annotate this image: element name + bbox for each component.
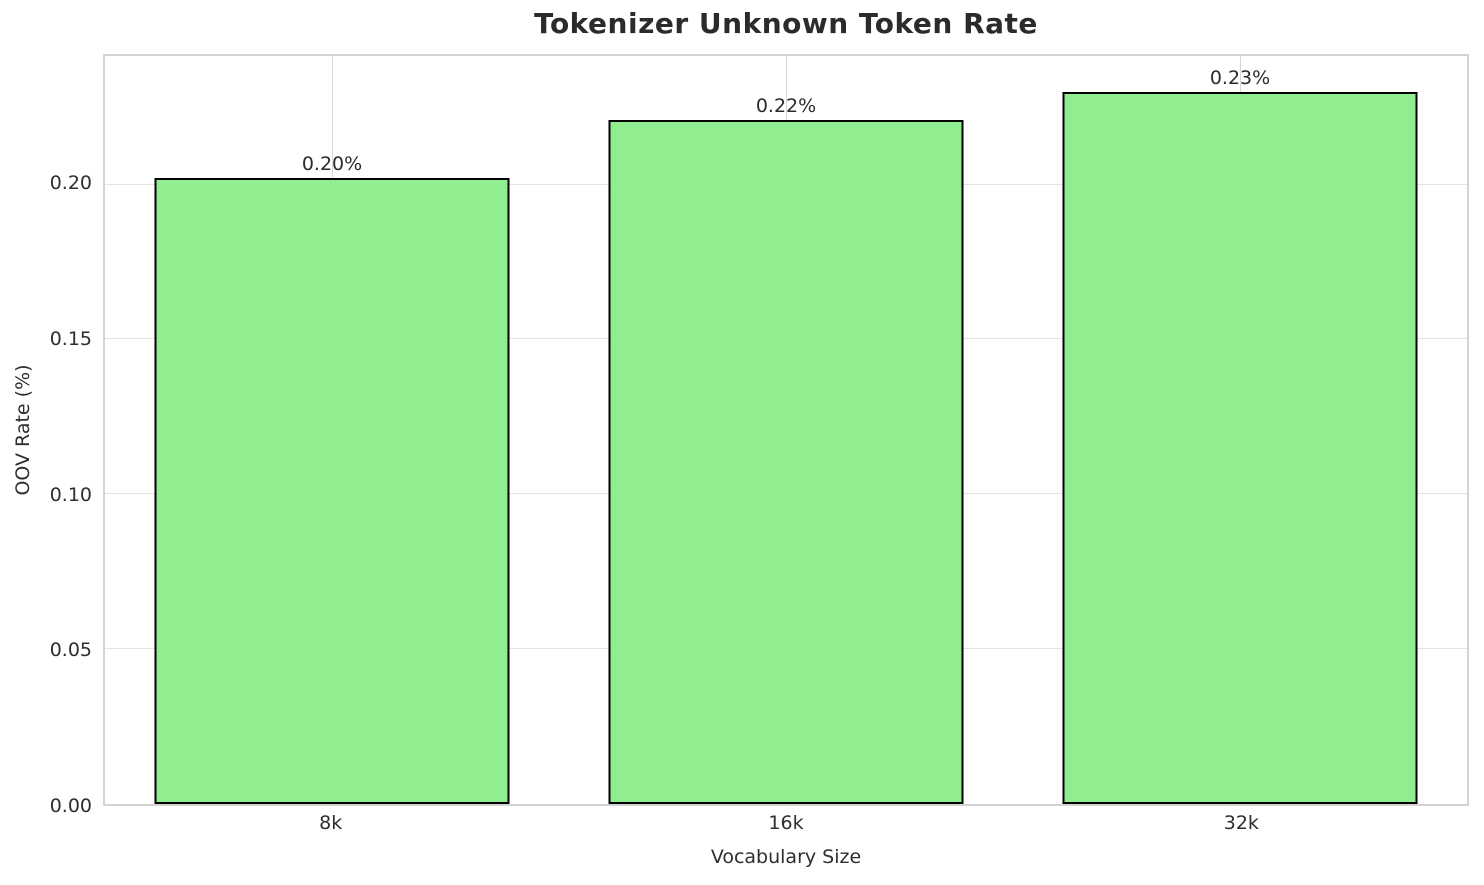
x-tick-label: 32k: [1223, 812, 1259, 834]
x-axis-label: Vocabulary Size: [710, 846, 862, 868]
plot-area: 0.20% 0.22% 0.23%: [103, 54, 1469, 806]
y-tick-label: 0.10: [49, 483, 92, 506]
bar-8k: [154, 178, 510, 804]
bar-value-label: 0.23%: [1209, 66, 1271, 89]
x-tick-label: 16k: [768, 812, 804, 834]
y-tick-label: 0.00: [49, 795, 92, 817]
bar-value-label: 0.22%: [755, 94, 817, 117]
bar-value-label: 0.20%: [301, 153, 363, 176]
y-tick-label: 0.20: [49, 172, 92, 195]
bar-32k: [1062, 91, 1418, 804]
y-tick-label: 0.15: [49, 327, 92, 350]
y-axis-ticks: 0.00 0.05 0.10 0.15 0.20: [0, 54, 92, 817]
x-axis-ticks: 8k 16k 32k: [103, 812, 1469, 838]
y-tick-label: 0.05: [49, 639, 92, 662]
bars-layer: 0.20% 0.22% 0.23%: [105, 56, 1467, 804]
bar-16k: [608, 119, 964, 804]
x-tick-label: 8k: [319, 812, 343, 834]
chart-title: Tokenizer Unknown Token Rate: [534, 7, 1038, 40]
